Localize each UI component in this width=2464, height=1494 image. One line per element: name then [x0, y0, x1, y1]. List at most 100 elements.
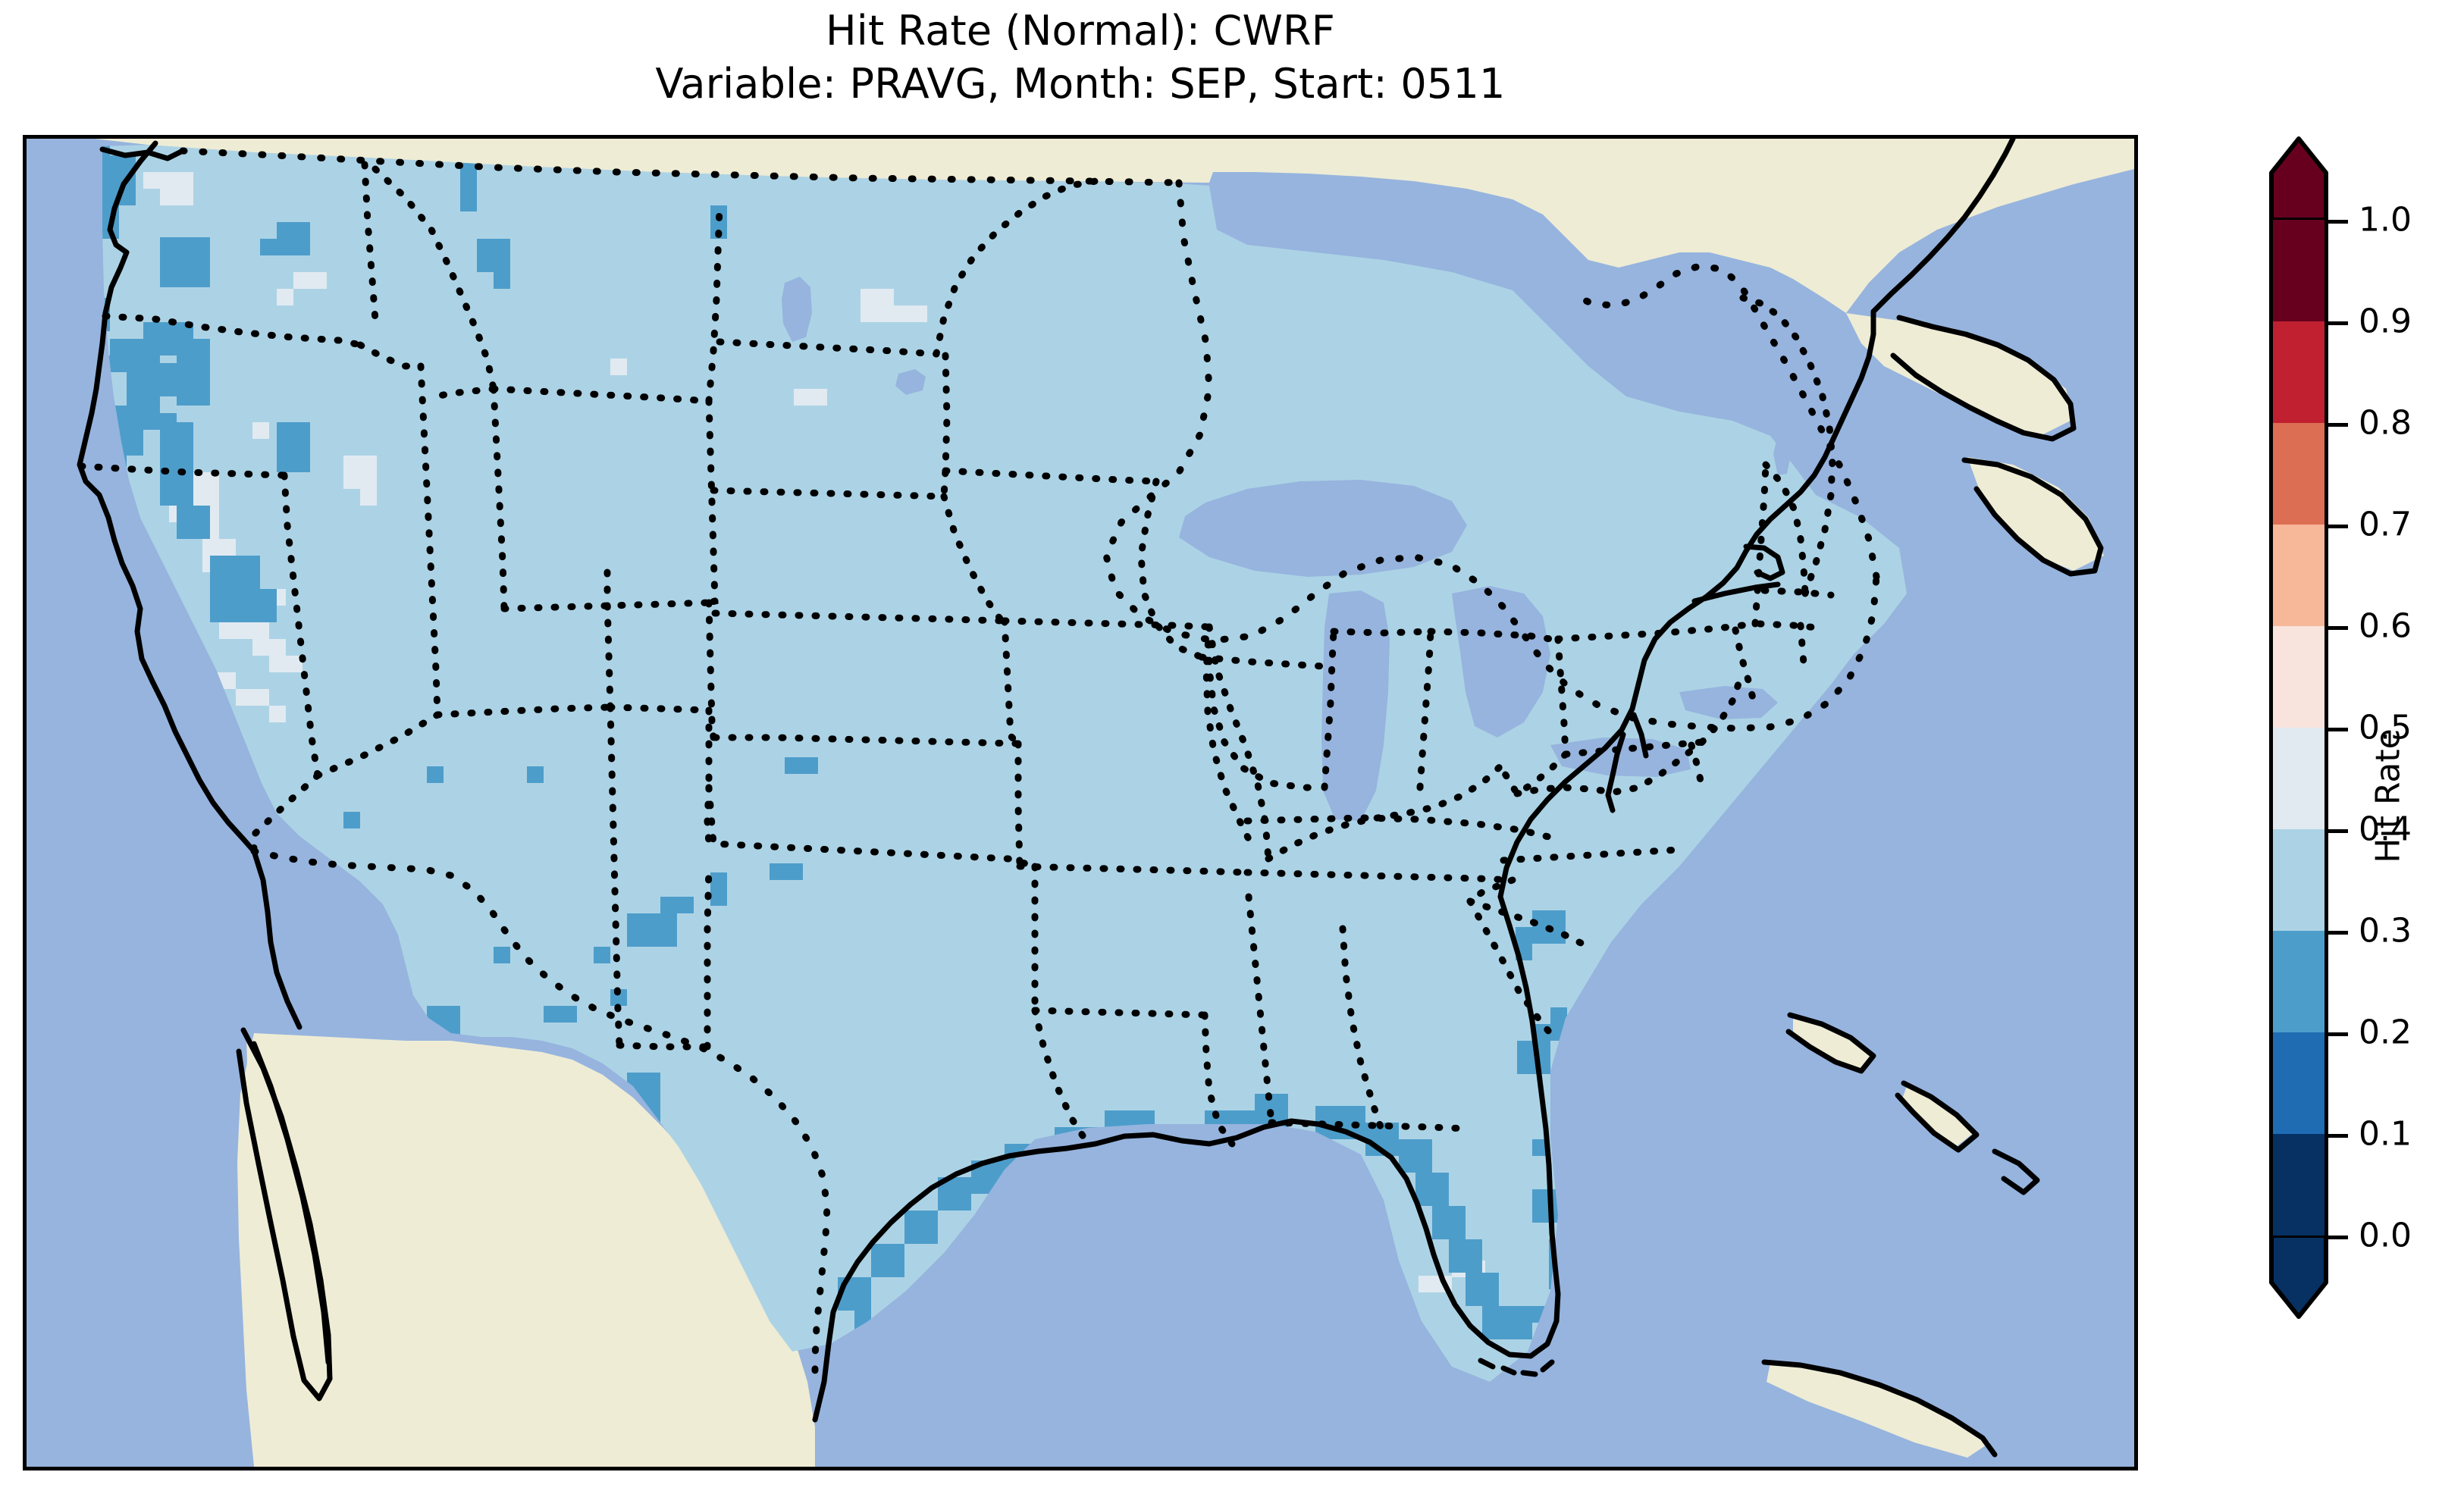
state-border-tx-nm-vertical — [704, 784, 713, 847]
colorbar-axis-label: Hit Rate — [2368, 728, 2408, 863]
colorbar-tick-0.2 — [2328, 1032, 2348, 1036]
state-border-va-nc — [1500, 846, 1683, 864]
state-border-mo-ar — [1016, 863, 1251, 876]
colorbar-band-0.2-0.3 — [2273, 931, 2324, 1032]
state-border-nd-sd — [716, 338, 940, 358]
coast-st-lawrence — [1870, 139, 2016, 315]
coast-gaspe — [1890, 315, 2077, 442]
colorbar-band-0.9-1.0 — [2273, 220, 2324, 321]
colorbar-tick-label-0.8: 0.8 — [2359, 403, 2412, 443]
colorbar-extend-over-arrow — [2269, 136, 2328, 220]
state-border-id-wy — [432, 385, 497, 400]
state-border-wy-sd-ne — [705, 397, 719, 606]
colorbar-tick-label-0.9: 0.9 — [2359, 302, 2412, 341]
border-us-mexico — [250, 847, 831, 1392]
state-border-md-de — [1688, 741, 1706, 791]
state-border-la-ms — [1201, 1011, 1236, 1148]
state-border-ok-tx — [705, 784, 1039, 870]
state-border-nh-me — [1739, 294, 1836, 597]
map-svg — [27, 139, 2134, 1467]
state-border-mo-ks-south — [1014, 740, 1024, 870]
lake-ofthewoods — [895, 369, 926, 395]
state-border-mn-wi — [1137, 478, 1205, 661]
state-border-az-nm — [607, 703, 623, 1049]
lake-champlain — [1773, 431, 1792, 475]
state-border-ks-mo — [1001, 617, 1022, 747]
colorbar[interactable] — [2269, 136, 2328, 1395]
colorbar-tick-label-0.7: 0.7 — [2359, 505, 2412, 544]
coast-cape-cod — [1743, 543, 1785, 581]
coast-long-island — [1691, 581, 1781, 604]
state-border-ma-north — [1760, 587, 1835, 599]
state-border-id-mt — [371, 165, 497, 393]
colorbar-tick-label-0.1: 0.1 — [2359, 1114, 2412, 1154]
state-border-wi-il — [1205, 623, 1327, 791]
state-border-ny-vt — [1751, 461, 1770, 628]
coast-bahamas-2 — [1895, 1080, 1980, 1153]
state-border-ca-nv — [281, 471, 321, 779]
state-border-sd-mn — [940, 352, 951, 500]
state-border-tn-south — [1243, 869, 1516, 884]
state-border-wv-va — [1513, 738, 1706, 797]
colorbar-tick-label-0.0: 0.0 — [2359, 1216, 2412, 1255]
state-border-mt-wy — [490, 385, 713, 405]
colorbar-band-0.0-0.1 — [2273, 1134, 2324, 1236]
figure-title: Hit Rate (Normal): CWRF Variable: PRAVG,… — [0, 5, 2161, 111]
state-border-nc-sc — [1466, 897, 1595, 952]
state-border-sc-ga — [1466, 897, 1559, 1043]
colorbar-tick-label-0.2: 0.2 — [2359, 1013, 2412, 1052]
state-border-ks-ok — [711, 734, 1022, 747]
state-border-in-oh — [1416, 628, 1434, 791]
state-boundaries — [77, 161, 1836, 1148]
state-border-ky-in — [1265, 763, 1504, 863]
state-border-nm-co — [607, 703, 713, 714]
state-border-nv-ut — [417, 362, 441, 719]
border-us-canada-west — [179, 147, 1183, 186]
landmass-baja — [246, 1033, 330, 1397]
landmass-maritimes — [1846, 313, 2074, 434]
colorbar-tick-label-0.5: 0.5 — [2359, 708, 2412, 747]
state-border-ar-la — [1031, 1007, 1208, 1019]
colorbar-tick-label-0.6: 0.6 — [2359, 606, 2412, 646]
landmass-bahamas — [1793, 1018, 1876, 1071]
coast-nova-scotia — [1961, 457, 2104, 577]
colorbar-bands — [2269, 220, 2328, 1236]
state-border-al-ga — [1339, 925, 1386, 1135]
coast-baja-inner — [251, 1041, 331, 1365]
state-border-vt-nh — [1762, 461, 1809, 597]
coast-bahamas-3 — [1992, 1148, 2040, 1195]
state-border-ct-ri — [1797, 622, 1807, 667]
state-border-ma-ct-ri — [1756, 620, 1829, 632]
coast-strait-juan-de-fuca — [99, 146, 186, 161]
colorbar-band-0.3-0.4 — [2273, 829, 2324, 931]
colorbar-tick-1.0 — [2328, 220, 2348, 224]
state-border-ny-nj — [1732, 626, 1759, 711]
state-border-sd-ne — [710, 487, 948, 500]
coast-pacific — [77, 140, 257, 854]
state-border-ca-az — [250, 772, 321, 855]
title-line-secondary: Variable: PRAVG, Month: SEP, Start: 0511 — [655, 60, 1506, 108]
coastlines — [77, 139, 2104, 1458]
landmass-nova-scotia — [1967, 457, 2104, 571]
title-line-primary: Hit Rate (Normal): CWRF — [825, 7, 1336, 55]
coast-cuba — [1761, 1359, 1998, 1458]
state-border-oh-pa — [1554, 635, 1569, 758]
state-border-ia-mo — [1001, 617, 1213, 631]
map-canvas — [27, 139, 2134, 1467]
state-border-nv-az — [314, 711, 441, 779]
colorbar-tick-label-0.4: 0.4 — [2359, 810, 2412, 849]
colorbar-extend-under-arrow — [2269, 1236, 2328, 1319]
lake-michigan — [1321, 590, 1390, 821]
colorbar-band-0.1-0.2 — [2273, 1032, 2324, 1134]
coast-bahamas-1 — [1785, 1012, 1876, 1074]
coast-gulf — [812, 894, 1561, 1423]
colorbar-tick-0.9 — [2328, 321, 2348, 325]
colorbar-tick-0.8 — [2328, 423, 2348, 427]
state-border-gulf-states-fl — [1268, 1119, 1471, 1132]
lake-huron — [1452, 586, 1550, 738]
landmass-mexico — [237, 1033, 815, 1467]
border-us-canada-lakes — [1102, 179, 1880, 732]
state-border-wa-id — [361, 161, 379, 324]
state-border-or-id — [356, 341, 425, 370]
state-border-nm-tx-south — [616, 1041, 711, 1051]
